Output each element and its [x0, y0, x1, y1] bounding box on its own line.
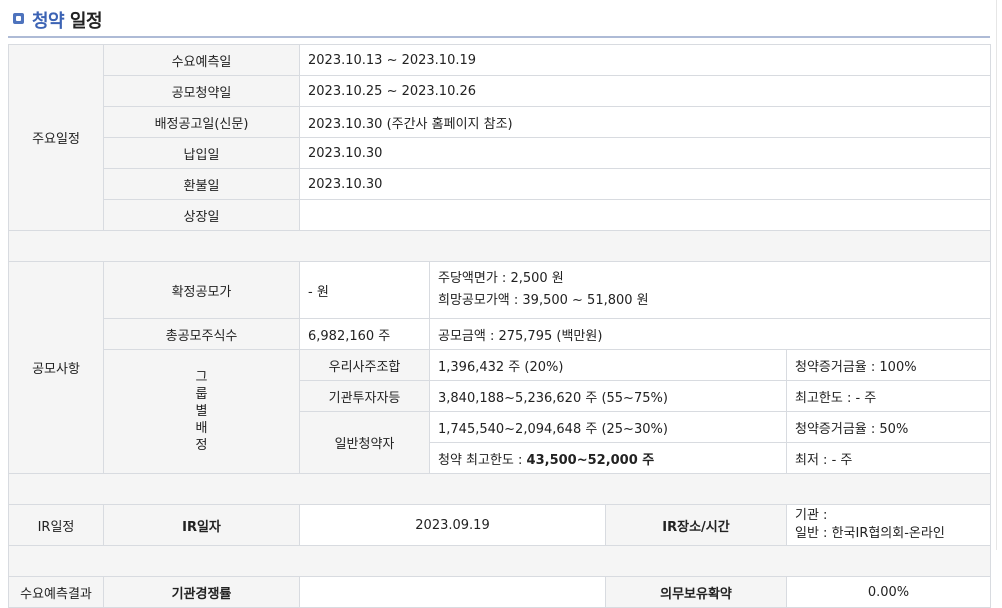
desired-price: 희망공모가액 : 39,500 ~ 51,800 원 — [438, 293, 649, 308]
lockup-label: 의무보유확약 — [605, 576, 787, 608]
section-ir: IR일정 — [8, 504, 104, 546]
table-row: 배정공고일(신문) 2023.10.30 (주간사 홈페이지 참조) — [9, 106, 992, 138]
table-row: IR일정 IR일자 2023.09.19 IR장소/시간 기관 : 일반 : 한… — [8, 504, 992, 546]
price-info: 주당액면가 : 2,500 원 희망공모가액 : 39,500 ~ 51,800… — [428, 261, 992, 319]
row-value: 2023.10.30 — [298, 168, 992, 200]
table-row: 일반청약자 1,745,540~2,094,648 주 (25~30%) 청약증… — [9, 411, 992, 474]
row-label: 환불일 — [103, 168, 300, 200]
row-value: 2023.10.30 — [298, 137, 992, 169]
row-value — [298, 199, 992, 231]
total-shares-value: 6,982,160 주 — [299, 318, 430, 350]
retail-extra: 청약증거금율 : 50% — [785, 411, 992, 443]
employee-extra: 청약증거금율 : 100% — [785, 349, 992, 381]
employee-value: 1,396,432 주 (20%) — [429, 349, 787, 381]
par-value: 주당액면가 : 2,500 원 — [438, 271, 564, 286]
bullet-square-icon — [13, 13, 24, 24]
row-value: 2023.10.30 (주간사 홈페이지 참조) — [298, 106, 992, 138]
institution-extra: 최고한도 : - 주 — [785, 380, 992, 412]
ir-date-label: IR일자 — [103, 504, 300, 546]
table-row: 주요일정 수요예측일 2023.10.13 ~ 2023.10.19 — [8, 44, 992, 231]
ir-place-value: 기관 : 일반 : 한국IR협의회-온라인 — [785, 504, 992, 546]
row-label: 납입일 — [103, 137, 300, 169]
institution-label: 기관투자자등 — [299, 380, 430, 412]
ir-date-value: 2023.09.19 — [299, 504, 606, 546]
table-row: 그 룹 별 배 정 우리사주조합 1,396,432 주 (20%) 청약증거금… — [9, 349, 992, 474]
section-header: 청약 일정 — [8, 6, 990, 38]
table-row: 청약 최고한도 : 43,500~52,000 주 최저 : - 주 — [9, 442, 992, 474]
section-demand-forecast: 수요예측결과 — [8, 576, 104, 608]
row-value: 2023.10.13 ~ 2023.10.19 — [298, 44, 992, 76]
total-amount: 공모금액 : 275,795 (백만원) — [428, 318, 992, 350]
retail-min: 최저 : - 주 — [785, 442, 992, 474]
group-allocation-label: 그 룹 별 배 정 — [103, 349, 300, 474]
row-label: 배정공고일(신문) — [103, 106, 300, 138]
scrollbar[interactable] — [996, 0, 1002, 550]
row-value: 2023.10.25 ~ 2023.10.26 — [298, 75, 992, 107]
section-key-dates: 주요일정 — [8, 44, 104, 231]
table-row: 납입일 2023.10.30 — [9, 137, 992, 169]
competition-rate-value — [299, 576, 606, 608]
competition-rate-label: 기관경쟁률 — [103, 576, 300, 608]
table-row: 공모청약일 2023.10.25 ~ 2023.10.26 — [9, 75, 992, 107]
row-label: 공모청약일 — [103, 75, 300, 107]
lockup-value: 0.00% — [785, 576, 992, 608]
table-row: 환불일 2023.10.30 — [9, 168, 992, 200]
retail-label: 일반청약자 — [299, 411, 430, 474]
table-row: 기관투자자등 3,840,188~5,236,620 주 (55~75%) 최고… — [9, 380, 992, 412]
table-row: 공모사항 확정공모가 - 원 주당액면가 : 2,500 원 희망공모가액 : … — [8, 261, 992, 474]
table-row: 상장일 — [9, 199, 992, 231]
confirmed-price-value: - 원 — [299, 261, 430, 319]
retail-max: 청약 최고한도 : 43,500~52,000 주 — [429, 442, 787, 474]
row-label: 수요예측일 — [103, 44, 300, 76]
table-row: 수요예측결과 기관경쟁률 의무보유확약 0.00% — [8, 576, 992, 608]
subscription-schedule-table: 주요일정 수요예측일 2023.10.13 ~ 2023.10.19 공모청약일… — [7, 44, 992, 608]
total-shares-label: 총공모주식수 — [103, 318, 300, 350]
row-label: 상장일 — [103, 199, 300, 231]
section-offering: 공모사항 — [8, 261, 104, 474]
employee-label: 우리사주조합 — [299, 349, 430, 381]
retail-value: 1,745,540~2,094,648 주 (25~30%) — [429, 411, 787, 443]
ir-place-label: IR장소/시간 — [605, 504, 787, 546]
institution-value: 3,840,188~5,236,620 주 (55~75%) — [429, 380, 787, 412]
table-row: 총공모주식수 6,982,160 주 공모금액 : 275,795 (백만원) — [9, 318, 992, 350]
page-title: 청약 일정 — [32, 11, 103, 32]
confirmed-price-label: 확정공모가 — [103, 261, 300, 319]
